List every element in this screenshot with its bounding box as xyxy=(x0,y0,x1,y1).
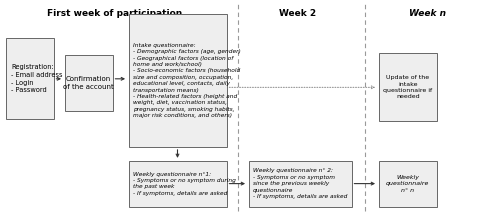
Text: Weekly
questionnaire
n° n: Weekly questionnaire n° n xyxy=(386,175,430,193)
Text: Weekly questionnaire n° 2:
- Symptoms or no symptom
since the previous weekly
qu: Weekly questionnaire n° 2: - Symptoms or… xyxy=(253,168,348,199)
Text: Week n: Week n xyxy=(409,9,446,17)
FancyBboxPatch shape xyxy=(249,161,352,207)
Text: Registration:
- Email address
- Login
- Password: Registration: - Email address - Login - … xyxy=(11,64,63,94)
FancyBboxPatch shape xyxy=(379,53,436,121)
Text: Update of the
intake
questionnaire if
needed: Update of the intake questionnaire if ne… xyxy=(383,75,432,99)
Text: Intake questionnaire:
- Demographic factors (age, gender)
- Geographical factors: Intake questionnaire: - Demographic fact… xyxy=(133,43,241,118)
Text: Weekly questionnaire n°1:
- Symptoms or no symptom during
the past week
- If sym: Weekly questionnaire n°1: - Symptoms or … xyxy=(133,172,236,196)
FancyBboxPatch shape xyxy=(129,14,226,147)
Text: First week of participation: First week of participation xyxy=(48,9,182,17)
FancyBboxPatch shape xyxy=(65,55,112,111)
FancyBboxPatch shape xyxy=(379,161,436,207)
Text: Week 2: Week 2 xyxy=(279,9,316,17)
Text: Confirmation
of the account: Confirmation of the account xyxy=(64,76,114,90)
FancyBboxPatch shape xyxy=(129,161,226,207)
FancyBboxPatch shape xyxy=(6,38,54,119)
